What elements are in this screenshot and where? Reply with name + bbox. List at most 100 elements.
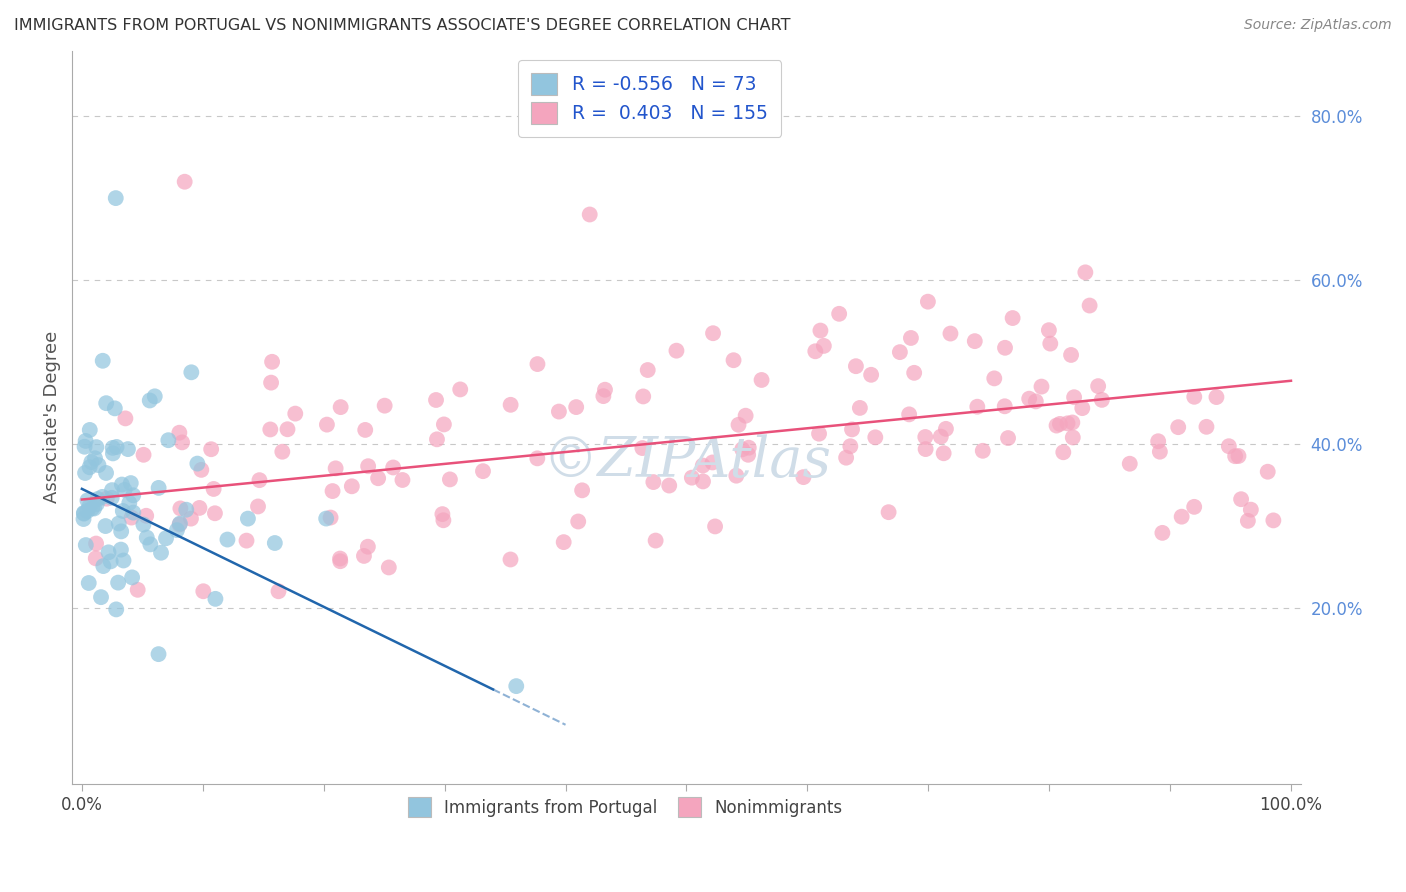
Point (1195, 419, 1218, 434)
Point (865, 430, 887, 444)
Point (132, 448, 155, 462)
Point (1227, 449, 1250, 463)
Point (315, 511, 337, 525)
Point (723, 353, 745, 368)
Point (172, 435, 194, 450)
Point (631, 389, 654, 403)
Y-axis label: Associate's Degree: Associate's Degree (44, 331, 60, 503)
Point (157, 433, 180, 447)
Point (84, 451, 107, 466)
Point (148, 481, 170, 495)
Point (121, 510, 143, 524)
Point (505, 679, 527, 693)
Point (935, 422, 957, 436)
Point (665, 343, 688, 358)
Point (75, 538, 97, 552)
Point (1091, 392, 1114, 407)
Point (329, 554, 352, 568)
Point (426, 433, 449, 447)
Point (73, 506, 96, 520)
Point (692, 475, 714, 489)
Point (200, 442, 222, 457)
Point (122, 488, 145, 502)
Point (734, 409, 756, 423)
Point (643, 475, 665, 489)
Point (914, 442, 936, 456)
Point (329, 551, 352, 566)
Point (644, 533, 666, 548)
Point (325, 461, 347, 475)
Point (704, 519, 727, 533)
Point (357, 540, 380, 554)
Point (84, 551, 107, 566)
Point (1205, 390, 1227, 404)
Point (259, 422, 281, 436)
Point (1045, 418, 1067, 433)
Point (592, 389, 614, 403)
Point (804, 344, 827, 359)
Point (217, 533, 239, 547)
Point (188, 500, 211, 515)
Point (105, 602, 128, 616)
Point (94, 519, 117, 533)
Point (150, 546, 173, 560)
Point (353, 549, 375, 563)
Point (204, 506, 226, 520)
Point (101, 446, 124, 460)
Point (567, 515, 589, 529)
Point (1074, 265, 1097, 279)
Point (73, 440, 96, 454)
Point (132, 517, 155, 532)
Point (1257, 465, 1279, 479)
Point (263, 536, 285, 550)
Point (249, 473, 271, 487)
Point (828, 307, 851, 321)
Point (1018, 392, 1040, 406)
Point (1167, 420, 1189, 434)
Point (104, 401, 127, 416)
Point (658, 478, 681, 492)
Point (80, 501, 103, 516)
Point (1062, 416, 1084, 430)
Point (1147, 434, 1170, 449)
Point (692, 458, 714, 473)
Point (174, 502, 197, 516)
Point (929, 429, 952, 443)
Point (382, 460, 405, 475)
Point (139, 393, 162, 408)
Point (737, 448, 759, 462)
Point (105, 440, 128, 454)
Point (994, 341, 1017, 355)
Point (571, 483, 593, 498)
Point (593, 383, 616, 397)
Point (425, 392, 447, 407)
Point (96, 491, 118, 506)
Point (1056, 417, 1078, 431)
Point (155, 531, 177, 545)
Point (169, 516, 191, 531)
Point (932, 446, 955, 460)
Point (578, 207, 600, 221)
Point (107, 575, 129, 590)
Point (725, 468, 748, 483)
Point (439, 472, 461, 486)
Point (276, 422, 298, 436)
Point (374, 399, 396, 413)
Point (841, 422, 863, 436)
Point (1182, 390, 1205, 404)
Point (963, 334, 986, 348)
Point (91, 490, 114, 504)
Point (86, 497, 108, 511)
Point (316, 417, 339, 432)
Point (813, 339, 835, 353)
Point (994, 399, 1017, 413)
Point (1152, 525, 1174, 540)
Point (357, 459, 380, 474)
Point (553, 535, 575, 549)
Point (914, 430, 936, 444)
Point (329, 400, 352, 414)
Point (90, 590, 112, 604)
Point (79, 460, 101, 475)
Point (96, 396, 118, 410)
Point (247, 500, 270, 514)
